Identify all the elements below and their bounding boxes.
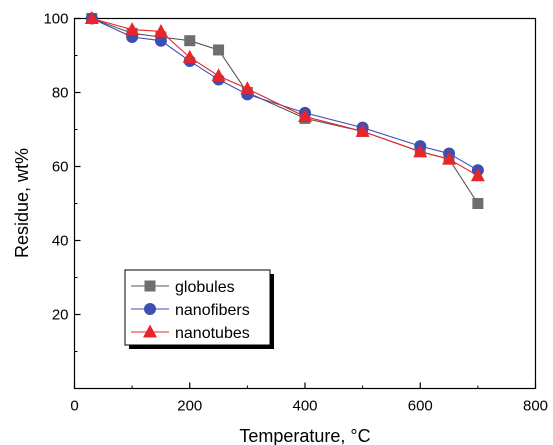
x-tick-label: 400 xyxy=(292,398,317,415)
legend-label-globules: globules xyxy=(175,279,235,296)
series-layer xyxy=(84,11,485,209)
x-tick-label: 800 xyxy=(523,398,548,415)
legend-label-nanofibers: nanofibers xyxy=(175,302,250,319)
x-axis-title: Temperature, °C xyxy=(239,426,370,445)
y-tick-label: 20 xyxy=(52,307,69,324)
legend-marker-nanofibers xyxy=(144,303,156,315)
data-point-globules xyxy=(472,198,484,209)
data-point-nanofibers xyxy=(154,34,167,47)
series-line-globules xyxy=(91,17,479,204)
data-point-globules xyxy=(184,35,196,47)
y-tick-label: 100 xyxy=(43,11,68,28)
data-point-nanotubes xyxy=(298,109,312,123)
x-tick-label: 0 xyxy=(70,398,78,415)
y-tick-label: 40 xyxy=(52,233,69,250)
data-point-nanotubes xyxy=(470,168,485,182)
series-globules xyxy=(86,13,484,209)
legend-marker-globules xyxy=(144,280,156,292)
ticks-layer: 0 200 400 600 800 20 40 60 80 100 xyxy=(43,11,548,415)
data-point-nanotubes xyxy=(84,11,99,24)
series-nanotubes xyxy=(84,11,485,182)
legend-label-nanotubes: nanotubes xyxy=(175,325,250,342)
x-tick-label: 600 xyxy=(408,398,433,415)
data-point-nanotubes xyxy=(442,151,457,165)
data-point-nanotubes xyxy=(125,22,140,36)
data-point-nanotubes xyxy=(182,49,197,63)
data-point-nanotubes xyxy=(355,123,370,137)
data-point-globules xyxy=(213,44,225,56)
data-point-nanotubes xyxy=(413,144,428,158)
y-tick-label: 80 xyxy=(52,85,69,102)
data-point-nanotubes xyxy=(153,23,168,37)
legend-marker-nanotubes xyxy=(143,324,157,338)
y-tick-label: 60 xyxy=(52,159,69,176)
data-point-nanotubes xyxy=(211,68,226,82)
data-point-nanotubes xyxy=(240,81,255,95)
y-axis-title: Residue, wt% xyxy=(12,148,32,258)
legend: globules nanofibers nanotubes xyxy=(124,269,274,349)
x-tick-label: 200 xyxy=(177,398,202,415)
